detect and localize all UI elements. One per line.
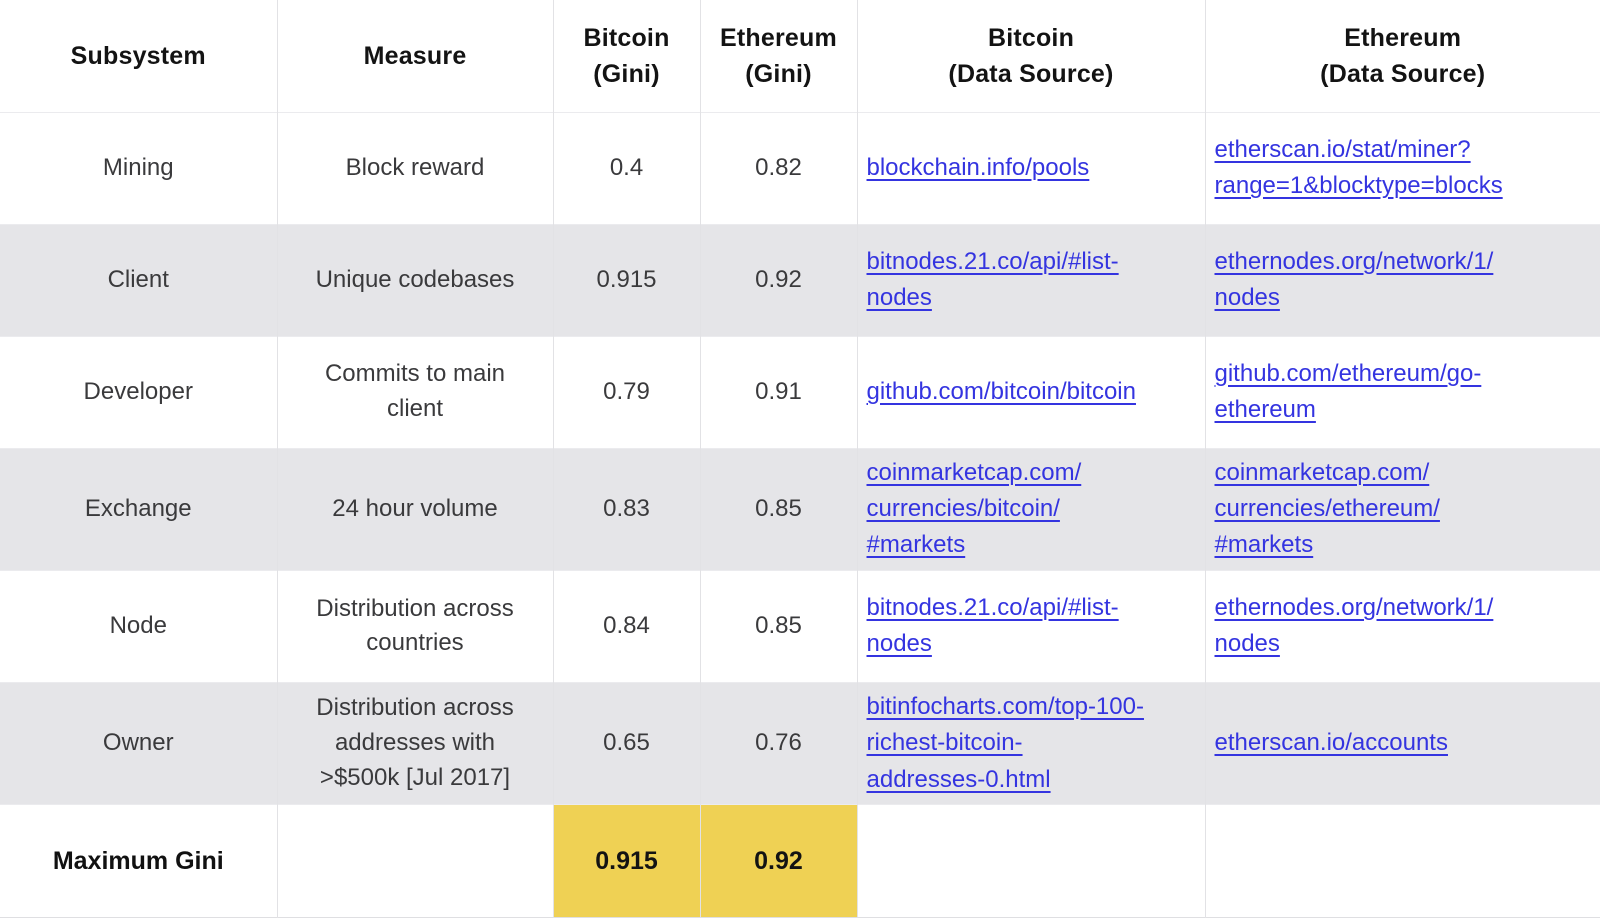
bitcoin-source-cell: blockchain.info/pools (856, 111, 1205, 224)
bitcoin-source-cell: bitinfocharts.com/top-100- richest-bitco… (856, 681, 1205, 805)
empty-ethereum-source-cell (1204, 804, 1600, 918)
bitcoin-source-cell: bitnodes.21.co/api/#list- nodes (856, 569, 1205, 683)
bitcoin-source-link[interactable]: bitnodes.21.co/api/#list- nodes (866, 593, 1119, 658)
table-row-developer: Developer Commits to main client 0.79 0.… (0, 335, 1600, 448)
table-row-mining: Mining Block reward 0.4 0.82 blockchain.… (0, 111, 1600, 224)
bitcoin-gini-cell: 0.83 (552, 447, 700, 571)
bitcoin-gini-cell: 0.4 (552, 111, 700, 224)
bitcoin-gini-cell: 0.915 (552, 223, 700, 336)
subsystem-cell: Client (0, 223, 277, 336)
ethereum-source-cell: github.com/ethereum/go- ethereum (1204, 335, 1600, 448)
subsystem-cell: Developer (0, 335, 277, 448)
bitcoin-source-link[interactable]: coinmarketcap.com/ currencies/bitcoin/ #… (866, 458, 1082, 559)
table-row-exchange: Exchange 24 hour volume 0.83 0.85 coinma… (0, 447, 1600, 571)
col-header-bitcoin-source: Bitcoin (Data Source) (856, 0, 1205, 112)
bitcoin-source-link[interactable]: bitnodes.21.co/api/#list- nodes (866, 247, 1119, 311)
maximum-ethereum-gini-cell: 0.92 (699, 804, 857, 918)
ethereum-gini-cell: 0.76 (699, 681, 857, 805)
header-row: Subsystem Measure Bitcoin (Gini) Ethereu… (0, 0, 1600, 112)
ethereum-source-link[interactable]: github.com/ethereum/go- ethereum (1214, 359, 1482, 423)
bitcoin-source-link[interactable]: github.com/bitcoin/bitcoin (866, 377, 1136, 405)
col-header-subsystem: Subsystem (0, 0, 277, 112)
ethereum-source-link[interactable]: etherscan.io/stat/miner? range=1&blockty… (1214, 135, 1503, 199)
col-header-measure: Measure (276, 0, 553, 112)
empty-measure-cell (276, 804, 553, 918)
ethereum-gini-cell: 0.82 (699, 111, 857, 224)
bitcoin-source-cell: coinmarketcap.com/ currencies/bitcoin/ #… (856, 447, 1205, 571)
col-header-ethereum-source: Ethereum (Data Source) (1204, 0, 1600, 112)
measure-cell: Distribution across countries (276, 569, 553, 683)
ethereum-source-cell: etherscan.io/stat/miner? range=1&blockty… (1204, 111, 1600, 224)
measure-cell: Distribution across addresses with >$500… (276, 681, 553, 805)
subsystem-cell: Exchange (0, 447, 277, 571)
ethereum-source-cell: coinmarketcap.com/ currencies/ethereum/ … (1204, 447, 1600, 571)
bitcoin-gini-cell: 0.65 (552, 681, 700, 805)
maximum-gini-label: Maximum Gini (0, 804, 277, 918)
measure-cell: Block reward (276, 111, 553, 224)
bitcoin-gini-cell: 0.84 (552, 569, 700, 683)
table-row-maximum-gini: Maximum Gini 0.915 0.92 (0, 804, 1600, 918)
ethereum-source-link[interactable]: coinmarketcap.com/ currencies/ethereum/ … (1214, 458, 1440, 559)
subsystem-cell: Node (0, 569, 277, 683)
ethereum-gini-cell: 0.85 (699, 569, 857, 683)
measure-cell: 24 hour volume (276, 447, 553, 571)
ethereum-source-link[interactable]: ethernodes.org/network/1/ nodes (1214, 593, 1494, 658)
bitcoin-source-cell: github.com/bitcoin/bitcoin (856, 335, 1205, 448)
bitcoin-gini-cell: 0.79 (552, 335, 700, 448)
empty-bitcoin-source-cell (856, 804, 1205, 918)
col-header-bitcoin-gini: Bitcoin (Gini) (552, 0, 700, 112)
ethereum-gini-cell: 0.91 (699, 335, 857, 448)
ethereum-source-cell: etherscan.io/accounts (1204, 681, 1600, 805)
col-header-ethereum-gini: Ethereum (Gini) (699, 0, 857, 112)
ethereum-gini-cell: 0.92 (699, 223, 857, 336)
maximum-bitcoin-gini-cell: 0.915 (552, 804, 700, 918)
ethereum-source-link[interactable]: etherscan.io/accounts (1214, 729, 1448, 757)
ethereum-source-cell: ethernodes.org/network/1/ nodes (1204, 223, 1600, 336)
ethereum-source-cell: ethernodes.org/network/1/ nodes (1204, 569, 1600, 683)
bitcoin-source-link[interactable]: bitinfocharts.com/top-100- richest-bitco… (866, 692, 1144, 793)
subsystem-cell: Owner (0, 681, 277, 805)
subsystem-cell: Mining (0, 111, 277, 224)
table-row-owner: Owner Distribution across addresses with… (0, 681, 1600, 805)
table-row-node: Node Distribution across countries 0.84 … (0, 569, 1600, 683)
ethereum-source-link[interactable]: ethernodes.org/network/1/ nodes (1214, 247, 1494, 311)
measure-cell: Commits to main client (276, 335, 553, 448)
bitcoin-source-link[interactable]: blockchain.info/pools (866, 153, 1090, 181)
ethereum-gini-cell: 0.85 (699, 447, 857, 571)
table-row-client: Client Unique codebases 0.915 0.92 bitno… (0, 223, 1600, 336)
measure-cell: Unique codebases (276, 223, 553, 336)
bitcoin-source-cell: bitnodes.21.co/api/#list- nodes (856, 223, 1205, 336)
